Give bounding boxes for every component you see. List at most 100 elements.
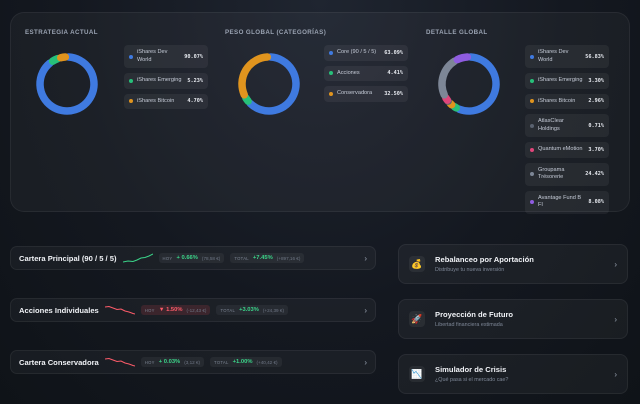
legend-item: AtlasClear Holdings 0.71%: [525, 114, 609, 138]
today-change-value: + 0.66%: [176, 255, 198, 261]
tool-subtitle: Distribuye tu nueva inversión: [435, 267, 505, 273]
legend-color-dot: [530, 54, 534, 59]
section-peso-global: PESO GLOBAL (CATEGORÍAS): [225, 29, 326, 36]
sparkline-line: [104, 357, 135, 367]
today-label: HOY: [144, 359, 155, 365]
legend-label: iShares Bitcoin: [137, 97, 175, 104]
legend-percentage: 63.09%: [384, 49, 403, 56]
legend-item: iShares Bitcoin 2.96%: [525, 93, 609, 110]
tool-text: Simulador de Crisis ¿Qué pasa si el merca…: [435, 365, 508, 383]
legend-color-dot: [129, 54, 133, 59]
sparkline-chart: [104, 357, 135, 367]
donut-slice: [36, 53, 98, 115]
legend-item: iShares Dev World 90.07%: [124, 45, 208, 69]
legend-label: AtlasClear Holdings: [538, 118, 564, 132]
tool-subtitle: Libertad financiera estimada: [435, 322, 503, 328]
legend-percentage: 2.96%: [588, 98, 604, 105]
legend-percentage: 0.71%: [588, 122, 604, 129]
section-title: ESTRATEGIA ACTUAL: [25, 29, 98, 36]
legend-label: Conservadora: [337, 90, 373, 97]
category-legend: Core (90 / 5 / 5) 63.09% Acciones 4.41% Cons…: [324, 45, 408, 102]
donut-slice: [246, 53, 300, 115]
today-label: HOY: [144, 307, 155, 313]
total-label: TOTAL: [220, 307, 236, 313]
legend-item: iShares Bitcoin 4.70%: [124, 93, 208, 110]
legend-percentage: 4.41%: [387, 70, 403, 77]
legend-percentage: 56.83%: [585, 53, 604, 60]
chart-down-icon: 📉: [409, 366, 425, 382]
today-label: HOY: [162, 255, 173, 261]
legend-color-dot: [530, 148, 534, 153]
total-change-badge: TOTAL +1.00% (+40,42 €): [210, 357, 282, 367]
legend-label: iShares Dev World: [137, 49, 168, 63]
section-title: PESO GLOBAL (CATEGORÍAS): [225, 29, 327, 36]
legend-item: iShares Emerging 5.23%: [124, 73, 208, 89]
tool-subtitle: ¿Qué pasa si el mercado cae?: [435, 377, 509, 383]
legend-item: Avantage Fund B FI 8.08%: [525, 190, 609, 215]
legend-item: Acciones 4.41%: [324, 65, 408, 82]
legend-item: iShares Dev World 56.83%: [525, 45, 609, 69]
legend-color-dot: [329, 50, 333, 55]
total-change-amount: (+40,42 €): [256, 359, 278, 365]
legend-color-dot: [530, 200, 534, 205]
donut-slice: [48, 54, 62, 65]
legend-percentage: 24.42%: [585, 171, 604, 178]
portfolio-row[interactable]: Acciones Individuales HOY ▼ 1.50% (-12,43 €…: [10, 298, 376, 322]
chevron-right-icon: ›: [364, 357, 367, 367]
tool-text: Rebalanceo por Aportación Distribuye tu n…: [435, 255, 534, 273]
legend-percentage: 4.70%: [187, 98, 203, 105]
legend-item: Core (90 / 5 / 5) 63.09%: [324, 45, 408, 61]
chevron-right-icon: ›: [364, 305, 367, 315]
portfolio-row[interactable]: Cartera Conservadora HOY + 0.03% (3,12 €) TO…: [10, 350, 376, 374]
legend-color-dot: [329, 71, 333, 76]
portfolio-row[interactable]: Cartera Principal (90 / 5 / 5) HOY + 0.66%…: [10, 246, 376, 270]
legend-item: Quantum eMotion 3.70%: [525, 142, 609, 158]
legend-percentage: 3.30%: [588, 77, 604, 84]
tool-card[interactable]: 🚀 Proyección de Futuro Libertad financiera…: [398, 299, 628, 339]
total-label: TOTAL: [234, 255, 249, 261]
legend-label: Acciones: [337, 69, 360, 76]
donut-slice: [455, 53, 500, 115]
legend-label: iShares Emerging: [137, 77, 182, 84]
legend-color-dot: [129, 78, 133, 83]
donut-slice: [238, 53, 272, 99]
sparkline-line: [104, 305, 135, 315]
legend-percentage: 5.23%: [187, 77, 203, 84]
today-change-badge: HOY ▼ 1.50% (-12,43 €): [140, 305, 211, 315]
total-change-value: +3.03%: [239, 307, 259, 313]
today-change-amount: (3,12 €): [184, 359, 201, 365]
tool-title: Simulador de Crisis: [435, 365, 507, 374]
portfolio-name: Cartera Principal (90 / 5 / 5): [19, 253, 117, 263]
legend-label: Quantum eMotion: [538, 146, 583, 153]
tool-text: Proyección de Futuro Libertad financiera …: [435, 310, 513, 328]
detail-legend: iShares Dev World 56.83% iShares Emerging 3…: [525, 45, 609, 215]
portfolio-name: Acciones Individuales: [19, 305, 99, 315]
legend-color-dot: [329, 91, 333, 96]
donut-slice: [438, 57, 459, 99]
section-estrategia-actual: ESTRATEGIA ACTUAL: [25, 29, 98, 36]
legend-label: iShares Dev World: [538, 49, 569, 63]
today-change-value: + 0.03%: [158, 359, 181, 365]
tool-card[interactable]: 📉 Simulador de Crisis ¿Qué pasa si el merc…: [398, 354, 628, 394]
today-change-value: ▼ 1.50%: [158, 307, 183, 313]
tool-title: Proyección de Futuro: [435, 310, 514, 319]
total-change-amount: (+24,39 €): [262, 307, 284, 313]
tool-card[interactable]: 💰 Rebalanceo por Aportación Distribuye tu …: [398, 244, 628, 284]
money-bag-icon: 💰: [409, 256, 425, 272]
chevron-right-icon: ›: [614, 314, 617, 324]
total-change-badge: TOTAL +3.03% (+24,39 €): [216, 305, 288, 315]
donut-slice: [241, 93, 252, 105]
total-label: TOTAL: [214, 359, 229, 365]
sparkline-chart: [122, 253, 153, 263]
section-detalle-global: DETALLE GLOBAL: [426, 29, 488, 36]
strategy-legend: iShares Dev World 90.07% iShares Emerging 5…: [124, 45, 208, 110]
section-title: DETALLE GLOBAL: [426, 29, 488, 36]
legend-color-dot: [530, 172, 534, 177]
legend-label: iShares Bitcoin: [538, 97, 576, 104]
total-change-badge: TOTAL +7.45% (+897,16 €): [230, 253, 305, 263]
legend-label: Core (90 / 5 / 5): [337, 49, 377, 55]
total-change-amount: (+897,16 €): [276, 255, 301, 261]
donut-slice: [56, 53, 70, 62]
allocation-panel: ESTRATEGIA ACTUAL iShares Dev World 90.07…: [10, 12, 630, 215]
today-change-amount: (-12,43 €): [186, 307, 207, 313]
